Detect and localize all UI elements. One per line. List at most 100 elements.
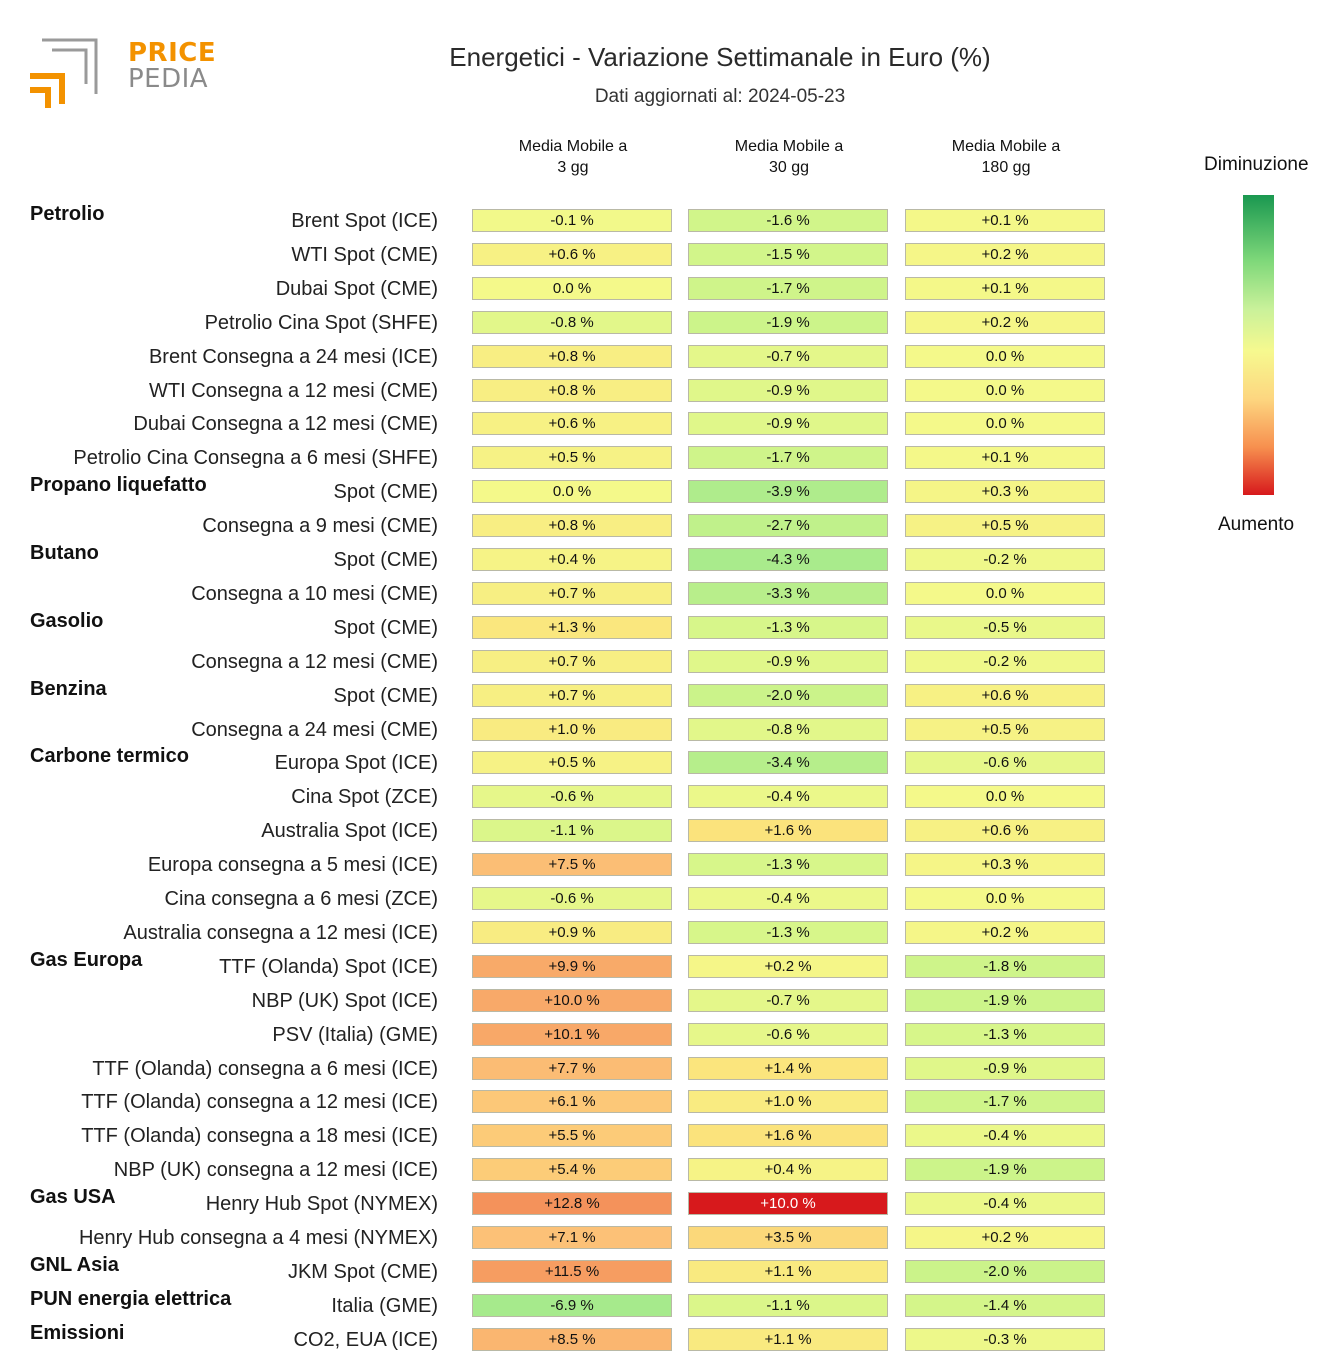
- group-label: Emissioni: [30, 1321, 125, 1344]
- heatmap-cell: -1.9 %: [905, 1158, 1105, 1182]
- row-label: Dubai Spot (CME): [275, 277, 438, 300]
- heatmap-cell: +0.7 %: [472, 683, 672, 707]
- group-label: Gas Europa: [30, 948, 143, 971]
- logo-mark-icon: [30, 38, 98, 108]
- heatmap-cell: +3.5 %: [688, 1226, 888, 1249]
- heatmap-cell: +0.7 %: [472, 649, 672, 673]
- heatmap-cell: +0.5 %: [472, 751, 672, 775]
- heatmap-cell: +0.8 %: [472, 344, 672, 368]
- row-label: JKM Spot (CME): [287, 1260, 438, 1283]
- heatmap-cell: -0.9 %: [905, 1056, 1105, 1080]
- legend-label-bottom: Aumento: [1218, 514, 1295, 535]
- heatmap-cell: +0.8 %: [472, 514, 672, 538]
- heatmap-cell: +1.4 %: [688, 1056, 888, 1080]
- heatmap-cell: +0.9 %: [472, 920, 672, 944]
- heatmap-cell: +0.4 %: [472, 548, 672, 571]
- heatmap-cell: +9.9 %: [472, 954, 672, 978]
- heatmap-cell: 0.0 %: [905, 412, 1105, 436]
- heatmap-cell: +0.3 %: [905, 853, 1105, 877]
- heatmap-cell: +0.4 %: [688, 1158, 888, 1182]
- logo-text-pedia: PEDIA: [128, 64, 209, 94]
- heatmap-cell: 0.0 %: [905, 581, 1105, 605]
- heatmap-cell: +1.3 %: [472, 615, 672, 639]
- heatmap-cell: -1.3 %: [688, 920, 888, 944]
- heatmap-cell: -0.4 %: [905, 1124, 1105, 1148]
- group-label: Butano: [30, 542, 99, 564]
- heatmap-cell: +0.6 %: [905, 683, 1105, 707]
- row-label: Henry Hub Spot (NYMEX): [205, 1193, 438, 1216]
- heatmap-cell: 0.0 %: [472, 480, 672, 504]
- heatmap-cell: -0.6 %: [905, 751, 1105, 775]
- row-label: Spot (CME): [333, 481, 438, 504]
- heatmap-cell: +0.7 %: [472, 581, 672, 605]
- heatmap-cell: -1.7 %: [905, 1090, 1105, 1114]
- heatmap-cell: +0.5 %: [472, 446, 672, 470]
- heatmap-cell: +8.5 %: [472, 1327, 672, 1351]
- row-label: Italia (GME): [331, 1294, 438, 1317]
- legend-color-scale: [1243, 195, 1274, 495]
- heatmap-cell: -2.7 %: [688, 514, 888, 538]
- heatmap-cell: -1.4 %: [905, 1293, 1105, 1317]
- row-label: NBP (UK) consegna a 12 mesi (ICE): [113, 1159, 438, 1182]
- heatmap-cell: -0.7 %: [688, 988, 888, 1012]
- heatmap-cell: +0.5 %: [905, 514, 1105, 538]
- row-label: Consegna a 24 mesi (CME): [191, 718, 438, 741]
- heatmap-cell: -0.2 %: [905, 649, 1105, 673]
- heatmap-cell: +0.8 %: [472, 378, 672, 402]
- row-label: Henry Hub consegna a 4 mesi (NYMEX): [78, 1227, 438, 1249]
- heatmap-cell: -3.4 %: [688, 751, 888, 775]
- heatmap-cell: -1.1 %: [688, 1293, 888, 1317]
- heatmap-cell: -0.6 %: [688, 1022, 888, 1046]
- heatmap-cell: +0.3 %: [905, 480, 1105, 504]
- heatmap-cell: -0.7 %: [688, 344, 888, 368]
- heatmap-cell: -2.0 %: [905, 1259, 1105, 1283]
- row-label: Spot (CME): [333, 549, 438, 571]
- group-label: GNL Asia: [30, 1253, 119, 1276]
- row-label: TTF (Olanda) consegna a 12 mesi (ICE): [81, 1091, 438, 1114]
- heatmap-cell: -1.9 %: [905, 988, 1105, 1012]
- heatmap-cell: -1.1 %: [472, 819, 672, 843]
- group-label: Gasolio: [30, 609, 104, 632]
- row-label: TTF (Olanda) Spot (ICE): [219, 955, 438, 978]
- row-label: Europa consegna a 5 mesi (ICE): [147, 854, 438, 877]
- heatmap-cell: +11.5 %: [472, 1259, 672, 1283]
- heatmap-cell: -1.9 %: [688, 310, 888, 334]
- heatmap-cell: -1.3 %: [688, 615, 888, 639]
- row-label: Australia consegna a 12 mesi (ICE): [123, 921, 438, 944]
- heatmap-cell: +5.4 %: [472, 1158, 672, 1182]
- heatmap-cell: -1.5 %: [688, 242, 888, 266]
- row-label: TTF (Olanda) consegna a 18 mesi (ICE): [81, 1125, 438, 1148]
- row-label: Spot (CME): [333, 684, 438, 707]
- row-label: PSV (Italia) (GME): [272, 1023, 438, 1046]
- heatmap-cell: +1.1 %: [688, 1327, 888, 1351]
- group-label: Carbone termico: [30, 745, 189, 768]
- legend-label-top: Diminuzione: [1204, 154, 1309, 175]
- heatmap-cell: +7.1 %: [472, 1226, 672, 1249]
- heatmap-cell: 0.0 %: [905, 785, 1105, 809]
- heatmap-cell: +6.1 %: [472, 1090, 672, 1114]
- heatmap-cell: -0.9 %: [688, 378, 888, 402]
- heatmap-cell: -1.3 %: [905, 1022, 1105, 1046]
- row-label: Europa Spot (ICE): [274, 752, 438, 775]
- heatmap-cell: +0.6 %: [905, 819, 1105, 843]
- row-label: TTF (Olanda) consegna a 6 mesi (ICE): [92, 1057, 438, 1080]
- heatmap-cell: -2.0 %: [688, 683, 888, 707]
- row-label: Dubai Consegna a 12 mesi (CME): [133, 413, 438, 436]
- heatmap-cell: +0.2 %: [905, 310, 1105, 334]
- row-label: Cina Spot (ZCE): [291, 786, 438, 809]
- row-label: Consegna a 12 mesi (CME): [191, 650, 438, 673]
- heatmap-cell: -0.4 %: [688, 887, 888, 910]
- heatmap-cell: -0.4 %: [688, 785, 888, 809]
- row-label: Petrolio Cina Consegna a 6 mesi (SHFE): [73, 447, 438, 470]
- heatmap-cell: +10.0 %: [688, 1192, 888, 1216]
- heatmap-cell: 0.0 %: [905, 344, 1105, 368]
- heatmap-cell: +10.0 %: [472, 988, 672, 1012]
- heatmap-cell: -0.9 %: [688, 412, 888, 436]
- heatmap-cell: -0.2 %: [905, 548, 1105, 571]
- chart-subtitle: Dati aggiornati al: 2024-05-23: [594, 86, 846, 107]
- group-label: Propano liquefatto: [30, 474, 207, 497]
- row-label: WTI Spot (CME): [291, 243, 438, 266]
- heatmap-cell: +0.1 %: [905, 276, 1105, 300]
- group-label: Gas USA: [30, 1186, 116, 1209]
- heatmap-cell: -3.3 %: [688, 581, 888, 605]
